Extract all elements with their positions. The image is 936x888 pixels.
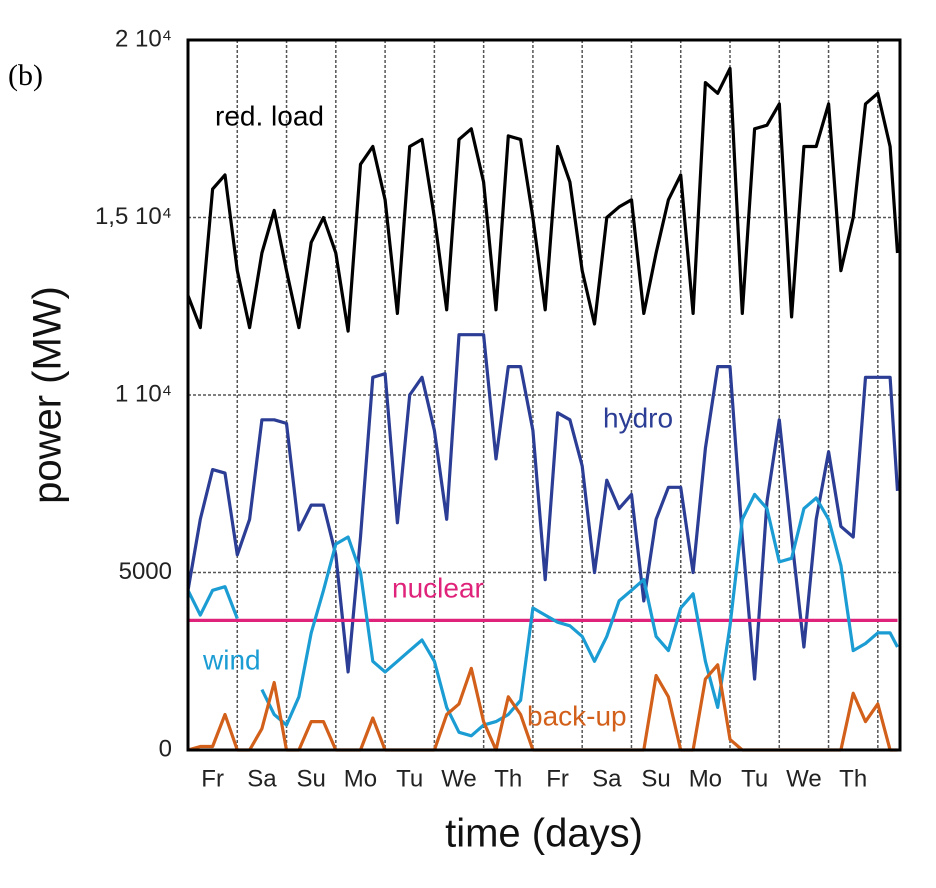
y-tick-label: 1,5 10⁴ — [95, 203, 172, 230]
series-line — [186, 66, 900, 333]
panel-label: (b) — [8, 59, 43, 92]
series-label: red. load — [215, 100, 324, 131]
series-label: wind — [202, 644, 261, 675]
plot-frame — [186, 38, 902, 752]
x-tick-label: Mo — [689, 765, 722, 792]
series-label: nuclear — [392, 572, 484, 603]
x-tick-label: Su — [641, 765, 670, 792]
x-axis-title: time (days) — [445, 812, 643, 856]
y-tick-label: 1 10⁴ — [115, 380, 172, 407]
x-tick-label: Tu — [396, 765, 423, 792]
x-tick-label: Th — [839, 765, 867, 792]
x-tick-label: Tu — [741, 765, 768, 792]
x-tick-label: Th — [494, 765, 522, 792]
series-label: back-up — [527, 700, 627, 731]
x-tick-label: Sa — [592, 765, 622, 792]
x-tick-label: Mo — [344, 765, 377, 792]
x-tick-label: Fr — [201, 765, 224, 792]
x-tick-label: Fr — [546, 765, 569, 792]
y-tick-label: 5000 — [119, 558, 172, 585]
y-axis-title: power (MW) — [26, 286, 70, 504]
x-tick-label: Su — [297, 765, 326, 792]
series-label: hydro — [603, 402, 673, 433]
x-tick-label: We — [441, 765, 477, 792]
y-tick-label: 2 10⁴ — [115, 25, 172, 52]
x-tick-label: Sa — [247, 765, 277, 792]
series-line — [186, 333, 900, 681]
series-line — [260, 492, 899, 738]
y-tick-label: 0 — [159, 735, 172, 762]
x-tick-label: We — [786, 765, 822, 792]
series-line — [186, 585, 239, 620]
